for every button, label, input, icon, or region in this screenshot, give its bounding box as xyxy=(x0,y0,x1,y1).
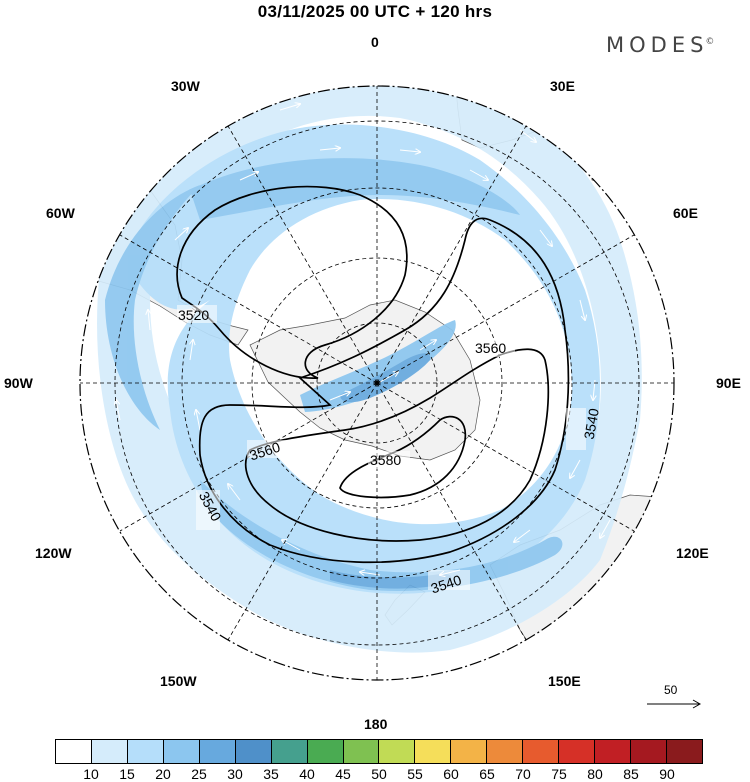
jet-max-south xyxy=(330,570,452,589)
colorbar-tick-label: 10 xyxy=(83,766,99,782)
colorbar-tick-label: 90 xyxy=(659,766,675,782)
colorbar-cell xyxy=(559,740,596,763)
contour-label-3520: 3520 xyxy=(178,307,209,323)
contour-3560-east xyxy=(245,348,550,542)
lon-label-120w: 120W xyxy=(35,545,72,561)
contour-3560-west xyxy=(198,217,570,564)
colorbar-cell xyxy=(91,740,128,763)
colorbar-tick-label: 25 xyxy=(191,766,207,782)
colorbar-tick-label: 15 xyxy=(119,766,135,782)
brand-name: MODES xyxy=(606,33,709,57)
jet-band-middle xyxy=(125,124,600,594)
colorbar-tick-label: 35 xyxy=(263,766,279,782)
map-title: 03/11/2025 00 UTC + 120 hrs xyxy=(257,2,493,21)
colorbar-tick-label: 30 xyxy=(227,766,243,782)
lon-label-30w: 30W xyxy=(171,78,200,94)
colorbar-cell xyxy=(163,740,200,763)
colorbar-cell xyxy=(235,740,272,763)
lon-label-60w: 60W xyxy=(46,205,75,221)
colorbar-tick-label: 55 xyxy=(407,766,423,782)
contour-label-3540-east: 3540 xyxy=(581,407,602,441)
colorbar-cell xyxy=(343,740,380,763)
contour-3520 xyxy=(176,185,408,379)
colorbar-cell xyxy=(415,740,452,763)
colorbar-tick-label: 45 xyxy=(335,766,351,782)
colorbar-cell xyxy=(127,740,164,763)
madagascar-land xyxy=(589,149,627,186)
wind-speed-colorbar xyxy=(55,739,703,764)
colorbar-cell xyxy=(451,740,488,763)
colorbar-tick-label: 65 xyxy=(479,766,495,782)
lon-label-150w: 150W xyxy=(160,673,197,689)
contour-label-3560-east: 3560 xyxy=(475,340,506,356)
graticule xyxy=(80,86,674,680)
height-contours xyxy=(176,185,570,564)
lon-label-60e: 60E xyxy=(673,205,698,221)
jet-core-south xyxy=(200,480,563,591)
map-boundary xyxy=(79,85,675,681)
polar-map: 3520 3560 3560 3580 3540 3540 3540 xyxy=(79,85,675,681)
colorbar-tick-label: 50 xyxy=(371,766,387,782)
map-disk xyxy=(80,86,674,680)
colorbar-tick-label: 85 xyxy=(623,766,639,782)
colorbar-tick-label: 60 xyxy=(443,766,459,782)
colorbar-cell xyxy=(307,740,344,763)
colorbar-tick-label: 70 xyxy=(515,766,531,782)
colorbar-cell xyxy=(379,740,416,763)
lon-label-180: 180 xyxy=(364,716,388,732)
colorbar-tick-label: 80 xyxy=(587,766,603,782)
lon-label-90w: 90W xyxy=(4,375,33,391)
colorbar-cell xyxy=(595,740,631,763)
contour-label-3580: 3580 xyxy=(370,452,401,468)
colorbar-tick-label: 40 xyxy=(299,766,315,782)
south-pole-marker xyxy=(374,380,380,386)
reference-vector-arrow xyxy=(647,699,702,709)
colorbar-cell xyxy=(666,740,702,763)
jet-core-pole xyxy=(300,320,456,412)
lon-label-120e: 120E xyxy=(676,545,709,561)
lon-label-0: 0 xyxy=(371,34,379,50)
reference-vector-label: 50 xyxy=(664,683,678,697)
lon-label-30e: 30E xyxy=(550,78,575,94)
colorbar-cell xyxy=(271,740,308,763)
colorbar-cell xyxy=(56,740,92,763)
jet-core-west xyxy=(105,185,200,430)
colorbar-cell xyxy=(523,740,560,763)
lon-label-150e: 150E xyxy=(548,673,581,689)
copyright-mark: © xyxy=(705,37,715,47)
colorbar-cell xyxy=(487,740,524,763)
lon-label-90e: 90E xyxy=(716,375,741,391)
colorbar-tick-label: 75 xyxy=(551,766,567,782)
colorbar-cell xyxy=(631,740,667,763)
colorbar-tick-label: 20 xyxy=(155,766,171,782)
colorbar-cell xyxy=(199,740,236,763)
brand-logo: MODES© xyxy=(606,33,714,57)
